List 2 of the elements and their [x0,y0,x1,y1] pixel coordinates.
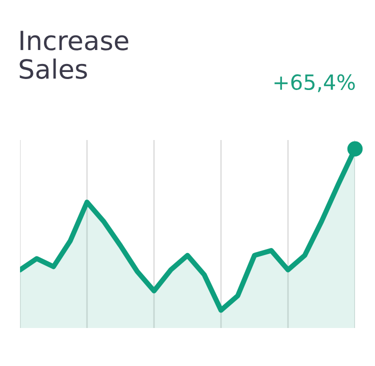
chart-subtitle: +65,4% [274,74,355,92]
chart-title: Increase Sales [20,30,128,79]
